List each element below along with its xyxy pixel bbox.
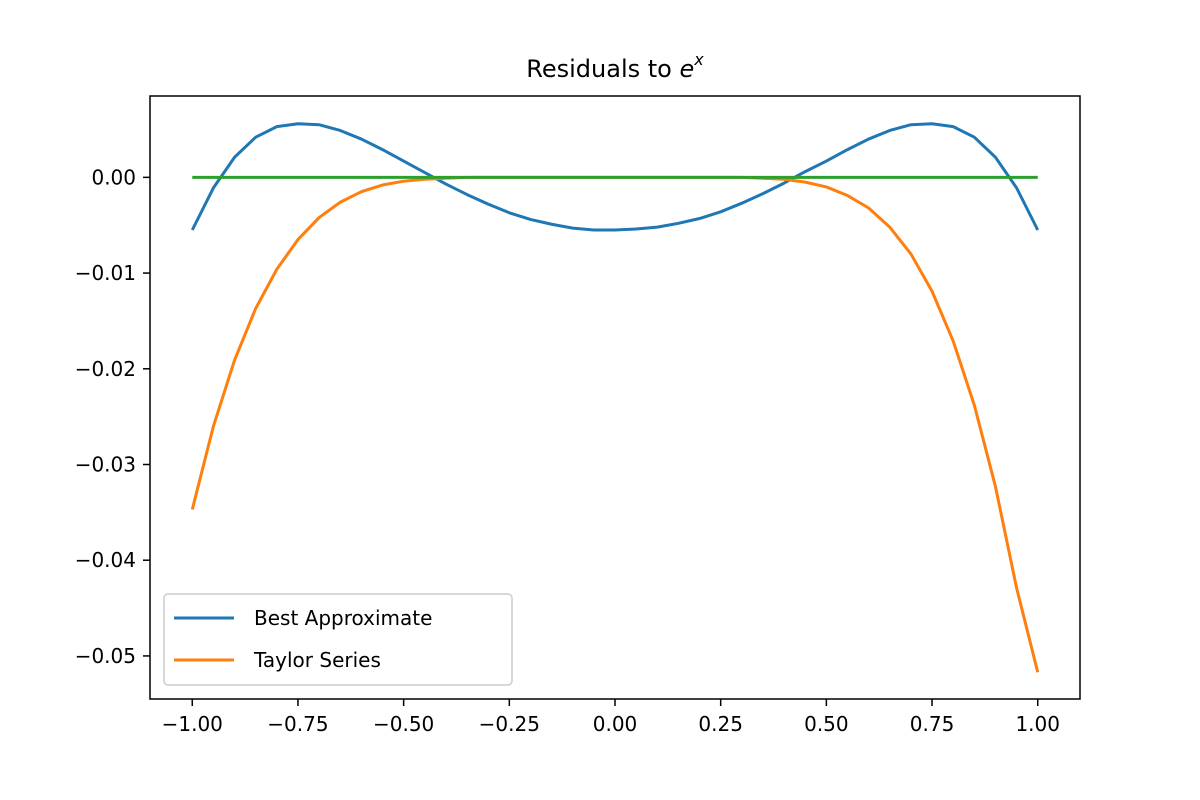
y-tick-label: −0.03: [75, 453, 136, 477]
legend: Best Approximate Taylor Series: [163, 593, 513, 686]
chart-title-superscript: x: [693, 50, 704, 69]
y-tick-label: −0.01: [75, 261, 136, 285]
x-tick-label: −0.75: [267, 712, 328, 736]
series-layer: [190, 122, 1040, 673]
y-tick-label: 0.00: [91, 165, 136, 189]
x-tick-label: 0.75: [910, 712, 955, 736]
legend-box: [163, 593, 513, 686]
y-tick-label: −0.05: [75, 644, 136, 668]
x-tick-label: 0.25: [698, 712, 743, 736]
chart-title-base: e: [679, 55, 694, 83]
legend-entry-label: Taylor Series: [253, 648, 381, 672]
y-axis: 0.00 −0.01 −0.02 −0.03 −0.04 −0.05: [75, 165, 150, 668]
x-tick-label: 1.00: [1015, 712, 1060, 736]
chart-title: Residuals to ex: [526, 50, 704, 83]
chart-title-prefix: Residuals to: [526, 55, 679, 83]
x-tick-label: −0.25: [479, 712, 540, 736]
x-axis: −1.00 −0.75 −0.50 −0.25 0.00 0.25 0.50 0.75 1.00: [162, 699, 1060, 736]
x-tick-label: 0.50: [804, 712, 849, 736]
legend-entry-label: Best Approximate: [254, 606, 432, 630]
y-tick-label: −0.04: [75, 548, 136, 572]
y-tick-label: −0.02: [75, 357, 136, 381]
x-tick-label: 0.00: [593, 712, 638, 736]
x-tick-label: −1.00: [162, 712, 223, 736]
x-tick-label: −0.50: [373, 712, 434, 736]
series-line-1: [190, 122, 1040, 232]
